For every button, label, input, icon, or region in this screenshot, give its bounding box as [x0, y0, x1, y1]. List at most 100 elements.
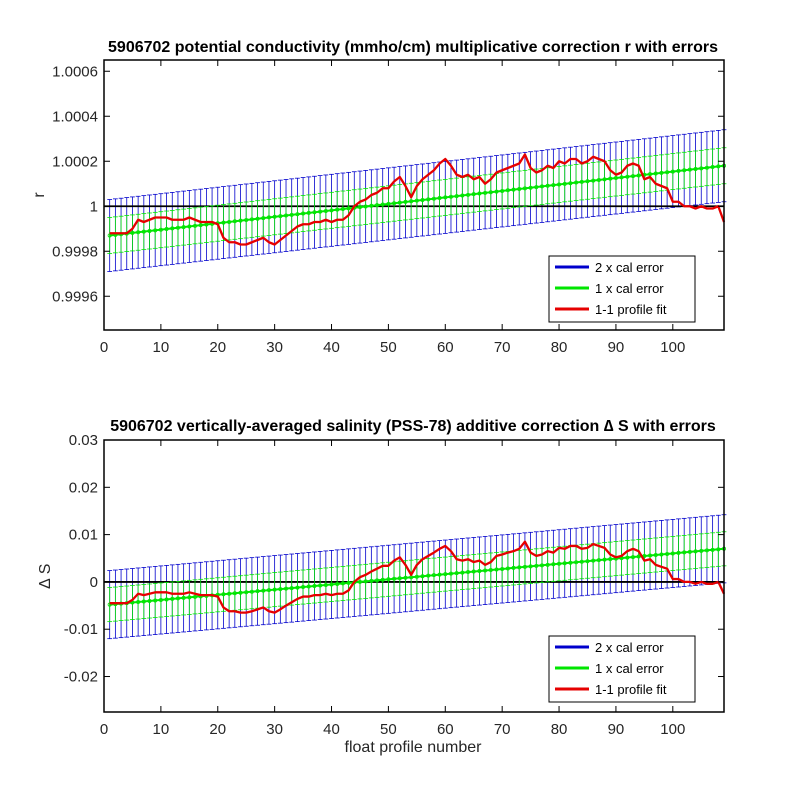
fit-marker: [414, 574, 419, 579]
fit-marker: [181, 595, 186, 600]
fit-marker: [454, 194, 459, 199]
fit-marker: [471, 569, 476, 574]
fit-marker: [255, 589, 260, 594]
fit-marker: [562, 561, 567, 566]
fit-marker: [357, 579, 362, 584]
fit-marker: [232, 219, 237, 224]
y-tick-label: -0.01: [64, 621, 98, 638]
fit-marker: [625, 555, 630, 560]
fit-marker: [392, 201, 397, 206]
fit-marker: [505, 566, 510, 571]
fit-marker: [375, 203, 380, 208]
fit-line: [109, 164, 725, 237]
fit-marker: [136, 600, 141, 605]
fit-marker: [249, 217, 254, 222]
fit-marker: [380, 202, 385, 207]
y-axis-label: ∆ S: [37, 564, 54, 589]
y-axis: -0.02 -0.01 0 0.01 0.02 0.03: [64, 432, 724, 686]
fit-marker: [710, 547, 715, 552]
fit-marker: [272, 214, 277, 219]
fit-marker: [483, 568, 488, 573]
fit-marker: [682, 550, 687, 555]
fit-marker: [261, 588, 266, 593]
fit-marker: [699, 166, 704, 171]
fit-marker: [562, 181, 567, 186]
plot-area: [104, 129, 727, 272]
x-tick-label: 0: [100, 721, 108, 738]
fit-marker: [568, 181, 573, 186]
fit-marker: [175, 225, 180, 230]
fit-marker: [545, 562, 550, 567]
fit-marker: [659, 552, 664, 557]
fit-marker: [136, 230, 141, 235]
axes-box: [103, 59, 725, 331]
fit-marker: [477, 191, 482, 196]
y-tick-label: 0.03: [69, 432, 98, 449]
fit-marker: [130, 230, 135, 235]
fit-marker: [653, 553, 658, 558]
fit-marker: [431, 573, 436, 578]
fit-marker: [585, 559, 590, 564]
fit-marker: [710, 165, 715, 170]
fit-marker: [528, 564, 533, 569]
fit-marker: [232, 591, 237, 596]
legend-label-1x: 1 x cal error: [595, 281, 664, 296]
fit-marker: [147, 599, 152, 604]
fit-marker: [511, 565, 516, 570]
fit-marker: [500, 188, 505, 193]
fit-marker: [227, 219, 232, 224]
y-axis: 0.9996 0.9998 1 1.0002 1.0004 1.0006: [52, 63, 724, 305]
fit-marker: [363, 204, 368, 209]
fit-marker: [329, 582, 334, 587]
fit-marker: [312, 584, 317, 589]
y-axis-label: r: [31, 192, 48, 198]
y-tick-label: 0.9996: [52, 288, 98, 305]
fit-marker: [386, 577, 391, 582]
fit-marker: [170, 226, 175, 231]
chart-title: 5906702 potential conductivity (mmho/cm)…: [108, 39, 718, 56]
fit-marker: [579, 179, 584, 184]
x-tick-label: 90: [608, 339, 625, 356]
y-tick-label: 0.02: [69, 479, 98, 496]
fit-marker: [477, 569, 482, 574]
x-tick-label: 30: [266, 721, 283, 738]
fit-marker: [653, 171, 658, 176]
fit-marker: [488, 567, 493, 572]
fit-marker: [289, 212, 294, 217]
x-tick-label: 60: [437, 339, 454, 356]
y-tick-label: 1.0004: [52, 108, 98, 125]
fit-marker: [227, 591, 232, 596]
x-tick-label: 20: [209, 339, 226, 356]
fit-marker: [346, 580, 351, 585]
fit-marker: [437, 572, 442, 577]
fit-marker: [665, 170, 670, 175]
fit-marker: [244, 590, 249, 595]
fit-marker: [466, 192, 471, 197]
x-tick-label: 0: [100, 339, 108, 356]
profile-fit-line: [109, 153, 726, 246]
fit-marker: [636, 173, 641, 178]
x-tick-label: 90: [608, 721, 625, 738]
fit-marker: [357, 205, 362, 210]
fit-marker: [164, 597, 169, 602]
fit-marker: [318, 209, 323, 214]
x-tick-label: 80: [551, 721, 568, 738]
fit-marker: [687, 167, 692, 172]
profile-fit-line: [109, 540, 726, 614]
fit-marker: [301, 585, 306, 590]
x-tick-label: 60: [437, 721, 454, 738]
fit-marker: [602, 557, 607, 562]
y-tick-label: -0.02: [64, 669, 98, 686]
fit-marker: [437, 196, 442, 201]
fit-marker: [420, 574, 425, 579]
fit-marker: [448, 571, 453, 576]
fit-marker: [716, 164, 721, 169]
fit-marker: [448, 194, 453, 199]
y-tick-label: 0: [90, 574, 98, 591]
fit-marker: [272, 587, 277, 592]
fit-marker: [164, 227, 169, 232]
fit-marker: [494, 189, 499, 194]
fit-marker: [420, 197, 425, 202]
fit-marker: [591, 178, 596, 183]
